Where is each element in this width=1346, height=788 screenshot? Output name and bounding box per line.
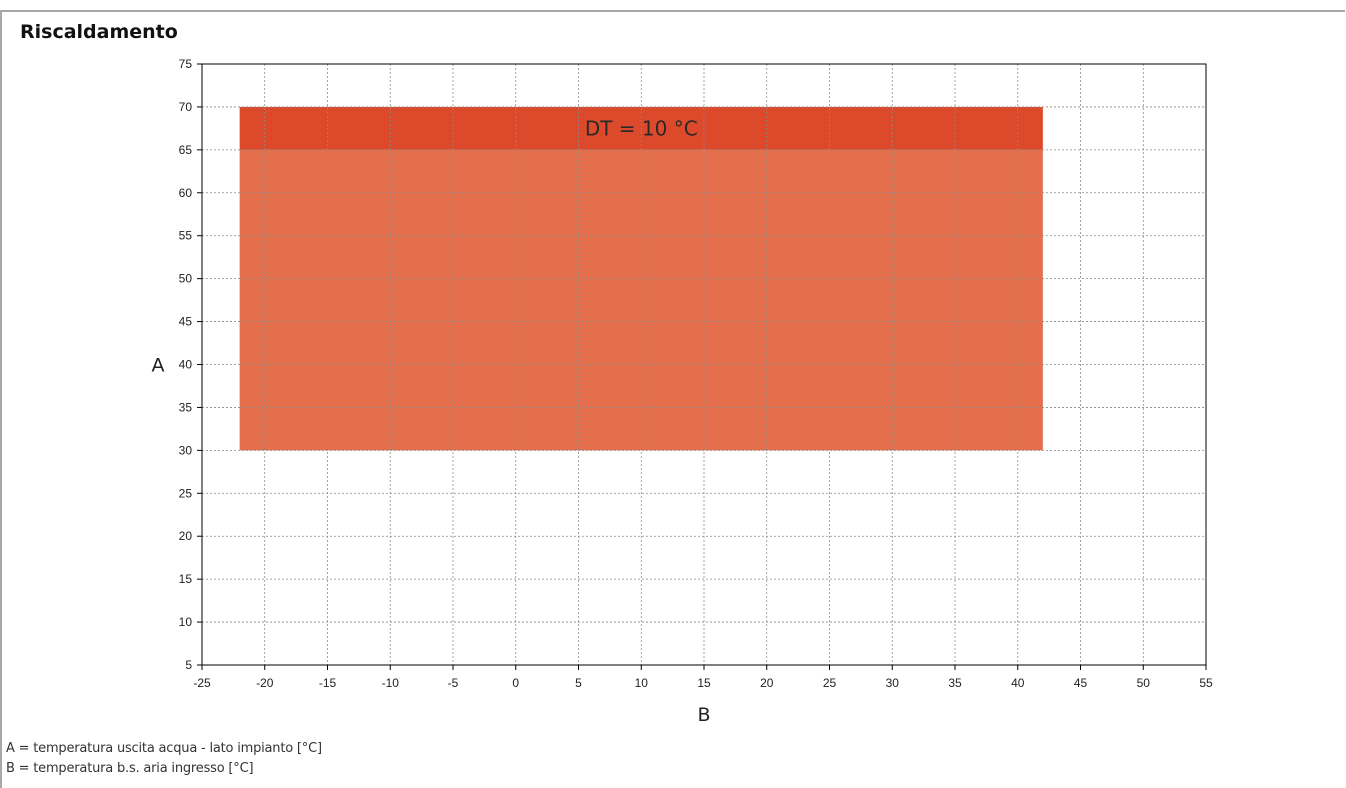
y-tick-label: 70 bbox=[179, 100, 193, 114]
y-tick-label: 55 bbox=[179, 229, 193, 243]
x-tick-label: 35 bbox=[948, 676, 962, 690]
x-tick-label: -20 bbox=[256, 676, 274, 690]
y-tick-label: 35 bbox=[179, 400, 193, 414]
x-tick-label: -15 bbox=[319, 676, 337, 690]
x-tick-label: 0 bbox=[512, 676, 519, 690]
y-tick-label: 25 bbox=[179, 486, 193, 500]
y-tick-label: 10 bbox=[179, 615, 193, 629]
y-tick-label: 65 bbox=[179, 143, 193, 157]
legend-line-a: A = temperatura uscita acqua - lato impi… bbox=[6, 741, 322, 756]
y-tick-label: 15 bbox=[179, 572, 193, 586]
y-tick-label: 75 bbox=[179, 57, 193, 71]
x-tick-label: 20 bbox=[760, 676, 774, 690]
x-tick-label: 10 bbox=[635, 676, 649, 690]
y-tick-label: 40 bbox=[179, 358, 193, 372]
x-tick-label: 50 bbox=[1137, 676, 1151, 690]
x-tick-label: 55 bbox=[1199, 676, 1213, 690]
legend-line-b: B = temperatura b.s. aria ingresso [°C] bbox=[6, 761, 253, 776]
x-tick-label: 25 bbox=[823, 676, 837, 690]
x-tick-label: 30 bbox=[886, 676, 900, 690]
x-tick-label: -10 bbox=[382, 676, 400, 690]
y-tick-label: 20 bbox=[179, 529, 193, 543]
x-tick-label: 5 bbox=[575, 676, 582, 690]
x-tick-label: 15 bbox=[697, 676, 711, 690]
y-tick-label: 5 bbox=[185, 658, 192, 672]
x-tick-label: 45 bbox=[1074, 676, 1088, 690]
y-tick-label: 60 bbox=[179, 186, 193, 200]
y-axis-label: A bbox=[152, 355, 165, 377]
y-tick-label: 45 bbox=[179, 315, 193, 329]
x-tick-label: -5 bbox=[448, 676, 459, 690]
x-tick-label: 40 bbox=[1011, 676, 1025, 690]
x-tick-label: -25 bbox=[193, 676, 211, 690]
y-tick-label: 50 bbox=[179, 272, 193, 286]
region-annotation: DT = 10 °C bbox=[585, 116, 698, 140]
y-tick-label: 30 bbox=[179, 443, 193, 457]
x-axis-label: B bbox=[697, 704, 710, 726]
